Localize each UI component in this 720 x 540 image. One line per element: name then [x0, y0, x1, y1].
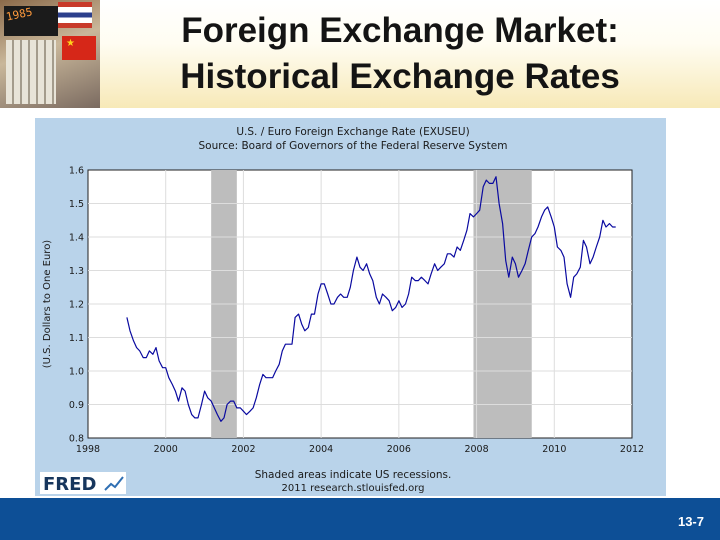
y-tick-label: 1.5 — [69, 199, 84, 210]
y-tick-label: 1.4 — [69, 233, 84, 244]
chart-subtitle: Source: Board of Governors of the Federa… — [199, 140, 508, 152]
x-tick-label: 2004 — [309, 444, 333, 455]
exchange-rate-chart: U.S. / Euro Foreign Exchange Rate (EXUSE… — [40, 126, 644, 495]
x-tick-label: 2002 — [231, 444, 255, 455]
fred-logo-text: FRED — [43, 474, 96, 495]
fred-logo-graph-icon — [104, 476, 124, 491]
flag-star-icon: ★ — [66, 38, 75, 49]
y-axis-label: (U.S. Dollars to One Euro) — [42, 240, 53, 369]
footer-bar — [0, 498, 720, 540]
photo-building — [6, 40, 56, 104]
x-tick-label: 1998 — [76, 444, 100, 455]
chart-title: U.S. / Euro Foreign Exchange Rate (EXUSE… — [236, 126, 469, 138]
header-band — [0, 0, 720, 108]
x-tick-label: 2010 — [542, 444, 566, 455]
slide-number: 13-7 — [677, 514, 704, 529]
recession-note: Shaded areas indicate US recessions. — [255, 469, 452, 481]
y-tick-label: 0.9 — [69, 400, 84, 411]
y-tick-label: 1.2 — [69, 300, 84, 311]
fred-logo-box — [40, 472, 126, 494]
slide-title-line-2: Historical Exchange Rates — [180, 57, 620, 96]
y-tick-label: 1.3 — [69, 266, 84, 277]
series-line-1 — [126, 176, 616, 422]
fred-logo: FRED — [40, 472, 126, 495]
chart-frame: U.S. / Euro Foreign Exchange Rate (EXUSE… — [35, 118, 666, 496]
currency-board-photo: 1985 ★ — [0, 0, 100, 108]
x-tick-label: 2006 — [387, 444, 411, 455]
source-url-note: 2011 research.stlouisfed.org — [281, 483, 424, 494]
slide-title: Foreign Exchange Market: Historical Exch… — [120, 8, 680, 100]
y-tick-label: 1.0 — [69, 367, 84, 378]
striped-flag-icon — [58, 2, 92, 28]
x-tick-label: 2000 — [154, 444, 178, 455]
slide-title-line-1: Foreign Exchange Market: — [181, 11, 619, 50]
y-tick-label: 1.6 — [69, 166, 84, 177]
china-flag-icon — [62, 36, 96, 60]
y-tick-label: 1.1 — [69, 333, 84, 344]
y-tick-label: 0.8 — [69, 434, 84, 445]
photo-display-board — [4, 6, 58, 36]
x-tick-label: 2012 — [620, 444, 644, 455]
x-tick-label: 2008 — [464, 444, 488, 455]
